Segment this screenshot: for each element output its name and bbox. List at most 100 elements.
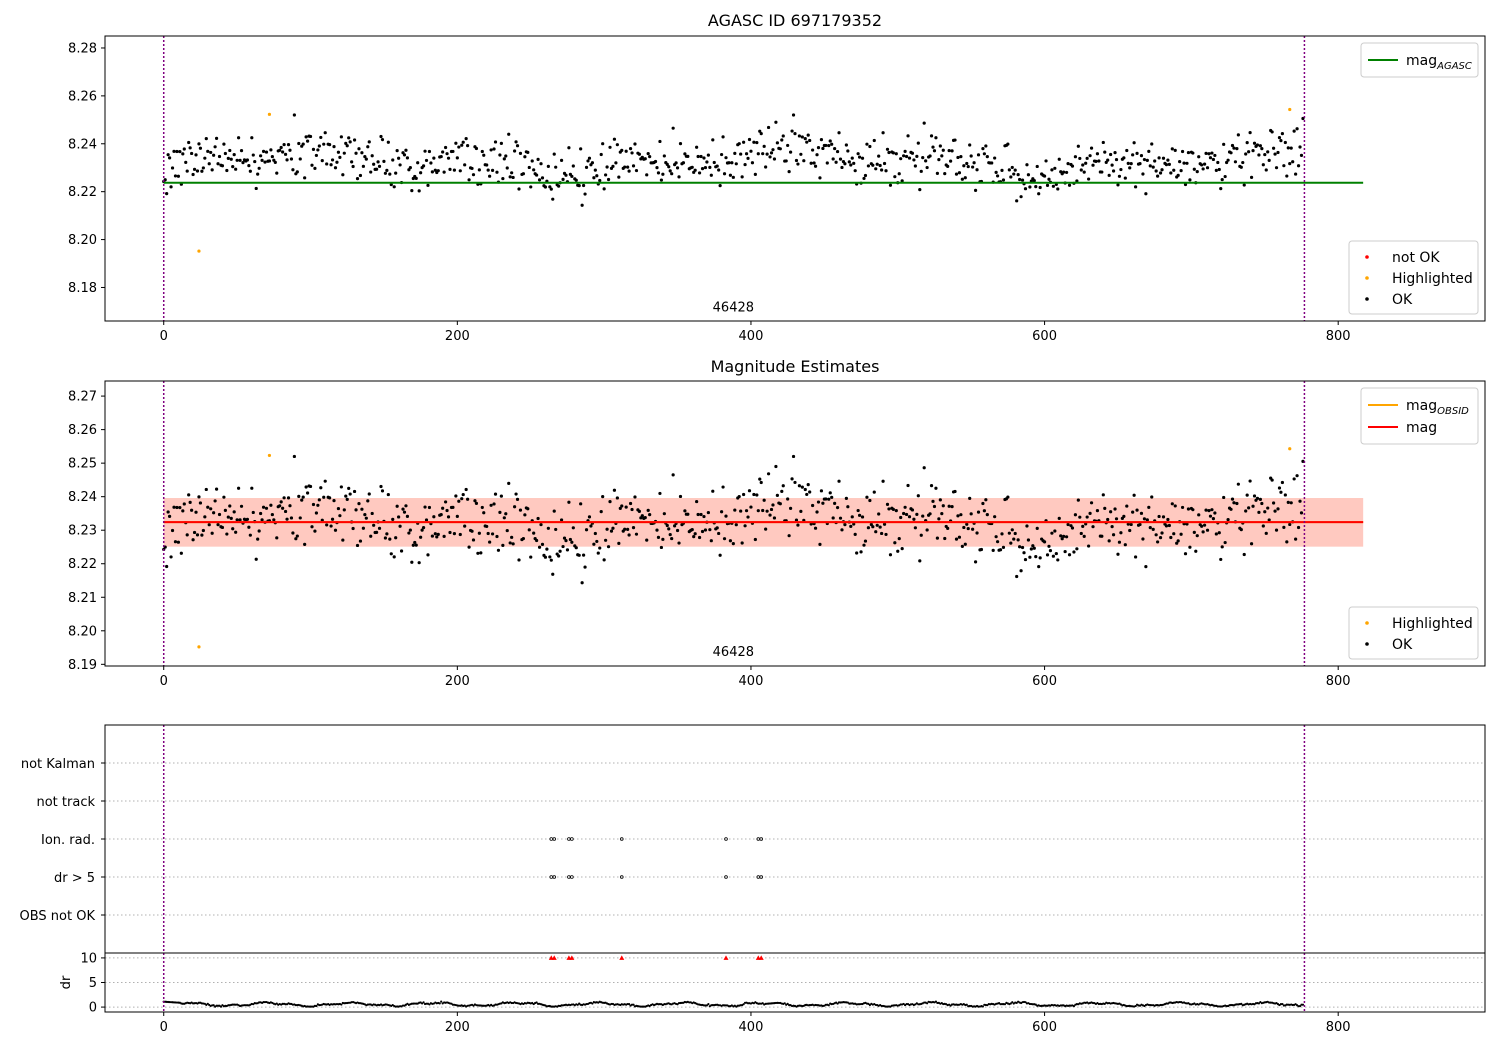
ok-point (872, 138, 876, 143)
ok-point (492, 147, 496, 151)
ok-point (188, 146, 192, 150)
ok-point (808, 138, 812, 143)
dr-point (1301, 1003, 1305, 1006)
ok-point (976, 510, 981, 514)
ok-point (1131, 510, 1135, 514)
flag-marker (619, 837, 624, 841)
ok-point (907, 156, 912, 160)
ok-point (985, 155, 989, 159)
ok-point (959, 155, 963, 159)
ok-point (1266, 150, 1270, 154)
ok-point (1028, 185, 1032, 189)
ok-point (385, 532, 389, 536)
ok-point (1208, 514, 1213, 518)
ok-point (1020, 545, 1025, 550)
ok-point (1117, 174, 1122, 178)
ok-point (333, 528, 338, 532)
ok-point (1191, 508, 1195, 512)
ok-point (1164, 163, 1169, 167)
ok-point (421, 164, 426, 168)
ok-point (1298, 499, 1302, 503)
ok-point (1107, 539, 1111, 543)
ok-point (1160, 531, 1164, 535)
ok-point (868, 498, 872, 503)
ok-point (350, 160, 354, 164)
ok-point (1282, 525, 1286, 529)
ok-point (206, 505, 210, 509)
ok-point (461, 492, 465, 497)
ok-point (537, 178, 542, 182)
flag-marker (570, 875, 574, 879)
ok-point (1277, 486, 1282, 490)
ok-point (721, 485, 725, 489)
ok-point (1123, 543, 1127, 547)
ok-point (289, 516, 294, 520)
ok-point (562, 536, 567, 540)
ok-point (204, 487, 208, 492)
ok-point (764, 165, 768, 169)
ok-point (420, 528, 424, 532)
ok-point (451, 505, 455, 509)
ok-point (929, 484, 934, 488)
ok-point (504, 154, 508, 158)
ok-point (623, 165, 627, 169)
ok-point (1191, 151, 1195, 155)
ok-point (840, 528, 844, 532)
ok-point (762, 498, 766, 502)
ok-point (250, 136, 254, 140)
ok-point (1001, 545, 1006, 549)
ok-point (709, 539, 713, 543)
panel2-ytick-label: 8.19 (68, 658, 97, 673)
ok-point (1289, 146, 1293, 150)
ok-point (893, 541, 897, 545)
ok-point (348, 492, 352, 496)
ok-point (1235, 501, 1239, 506)
ok-point (317, 144, 321, 148)
ok-point (458, 169, 462, 173)
ok-point (471, 538, 476, 542)
ok-point (486, 531, 490, 536)
ok-point (995, 174, 1000, 178)
ok-point (1276, 150, 1280, 155)
ok-point (1248, 479, 1252, 483)
ok-point (247, 525, 251, 529)
ok-point (581, 553, 586, 557)
ok-point (1151, 527, 1155, 531)
ok-point (924, 159, 928, 163)
ok-point (1104, 160, 1108, 164)
ok-point (1170, 502, 1174, 506)
ok-point (781, 134, 785, 138)
ok-point (423, 505, 427, 509)
ok-point (1222, 142, 1226, 146)
ok-point (1185, 161, 1189, 165)
dr-point (212, 1004, 215, 1007)
ok-point (463, 163, 467, 167)
ok-point (602, 187, 606, 191)
ok-point (220, 164, 225, 168)
ok-point (305, 491, 310, 495)
ok-point (282, 496, 286, 500)
ok-point (1186, 150, 1191, 155)
ok-point (856, 152, 860, 156)
ok-point (245, 158, 250, 162)
ok-point (414, 543, 418, 547)
ok-point (1245, 141, 1249, 145)
ok-point (894, 152, 898, 156)
ok-point (643, 516, 647, 520)
flag-category-label: dr > 5 (54, 871, 95, 886)
ok-point (912, 517, 916, 521)
ok-point (1236, 482, 1240, 486)
ok-point (891, 151, 895, 155)
ok-point (630, 151, 634, 155)
ok-point (717, 168, 721, 172)
ok-point (658, 491, 662, 496)
ok-point (902, 154, 906, 158)
ok-point (198, 146, 203, 150)
ok-point (790, 129, 794, 133)
ok-point (953, 138, 957, 142)
ok-point (656, 171, 661, 175)
ok-point (178, 506, 182, 510)
ok-point (634, 532, 639, 536)
ok-point (310, 163, 314, 167)
ok-point (358, 173, 363, 178)
